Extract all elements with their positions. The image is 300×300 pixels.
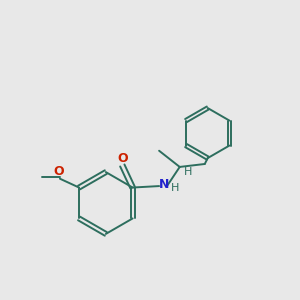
- Text: O: O: [117, 152, 128, 166]
- Text: H: H: [184, 167, 192, 177]
- Text: O: O: [53, 165, 64, 178]
- Text: H: H: [171, 183, 179, 194]
- Text: N: N: [159, 178, 170, 191]
